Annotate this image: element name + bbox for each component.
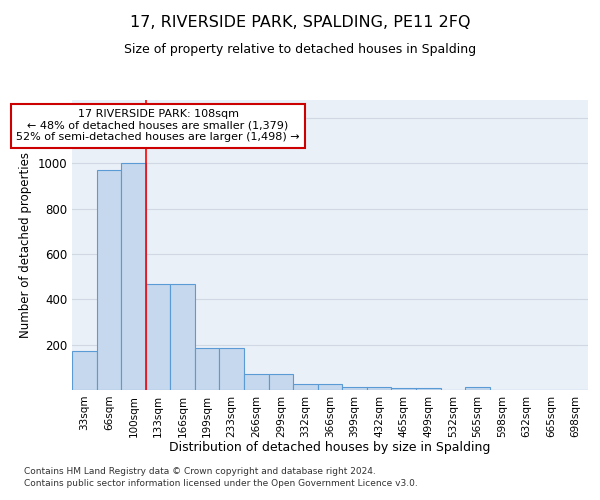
Text: Distribution of detached houses by size in Spalding: Distribution of detached houses by size … <box>169 441 491 454</box>
Bar <box>244 374 269 390</box>
Bar <box>416 388 440 390</box>
Bar <box>391 388 416 390</box>
Text: 17 RIVERSIDE PARK: 108sqm
← 48% of detached houses are smaller (1,379)
52% of se: 17 RIVERSIDE PARK: 108sqm ← 48% of detac… <box>16 109 300 142</box>
Text: Size of property relative to detached houses in Spalding: Size of property relative to detached ho… <box>124 42 476 56</box>
Bar <box>342 386 367 390</box>
Text: Contains HM Land Registry data © Crown copyright and database right 2024.
Contai: Contains HM Land Registry data © Crown c… <box>24 467 418 488</box>
Bar <box>367 386 391 390</box>
Bar <box>97 170 121 390</box>
Bar <box>195 348 220 390</box>
Text: 17, RIVERSIDE PARK, SPALDING, PE11 2FQ: 17, RIVERSIDE PARK, SPALDING, PE11 2FQ <box>130 15 470 30</box>
Y-axis label: Number of detached properties: Number of detached properties <box>19 152 32 338</box>
Bar <box>318 384 342 390</box>
Bar <box>121 164 146 390</box>
Bar <box>72 352 97 390</box>
Bar <box>269 374 293 390</box>
Bar <box>293 384 318 390</box>
Bar <box>146 284 170 390</box>
Bar <box>220 348 244 390</box>
Bar <box>170 284 195 390</box>
Bar <box>465 386 490 390</box>
